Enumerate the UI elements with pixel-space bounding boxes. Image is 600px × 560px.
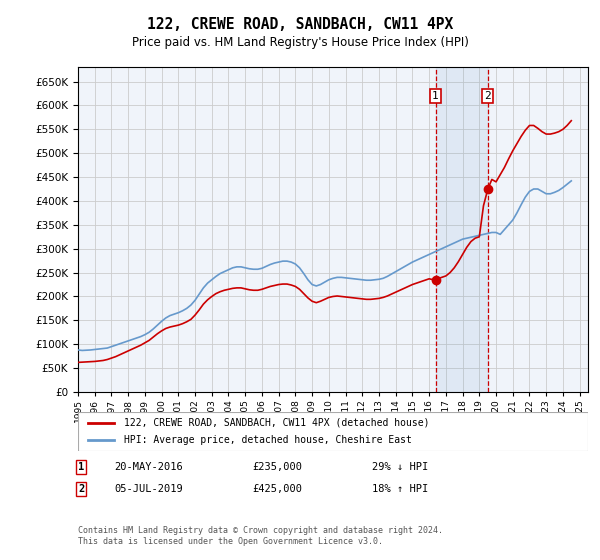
Text: 29% ↓ HPI: 29% ↓ HPI (372, 462, 428, 472)
Bar (436, 67, 488, 392)
Text: Contains HM Land Registry data © Crown copyright and database right 2024.
This d: Contains HM Land Registry data © Crown c… (78, 526, 443, 546)
Text: £235,000: £235,000 (252, 462, 302, 472)
Text: 122, CREWE ROAD, SANDBACH, CW11 4PX: 122, CREWE ROAD, SANDBACH, CW11 4PX (147, 17, 453, 32)
Text: 1: 1 (432, 91, 439, 101)
Text: 18% ↑ HPI: 18% ↑ HPI (372, 484, 428, 494)
Text: 122, CREWE ROAD, SANDBACH, CW11 4PX (detached house): 122, CREWE ROAD, SANDBACH, CW11 4PX (det… (124, 418, 430, 428)
Text: HPI: Average price, detached house, Cheshire East: HPI: Average price, detached house, Ches… (124, 435, 412, 445)
Text: 2: 2 (78, 484, 84, 494)
Text: Price paid vs. HM Land Registry's House Price Index (HPI): Price paid vs. HM Land Registry's House … (131, 36, 469, 49)
Text: 20-MAY-2016: 20-MAY-2016 (114, 462, 183, 472)
Text: 2: 2 (484, 91, 491, 101)
Text: £425,000: £425,000 (252, 484, 302, 494)
Text: 1: 1 (78, 462, 84, 472)
Text: 05-JUL-2019: 05-JUL-2019 (114, 484, 183, 494)
FancyBboxPatch shape (78, 412, 588, 451)
